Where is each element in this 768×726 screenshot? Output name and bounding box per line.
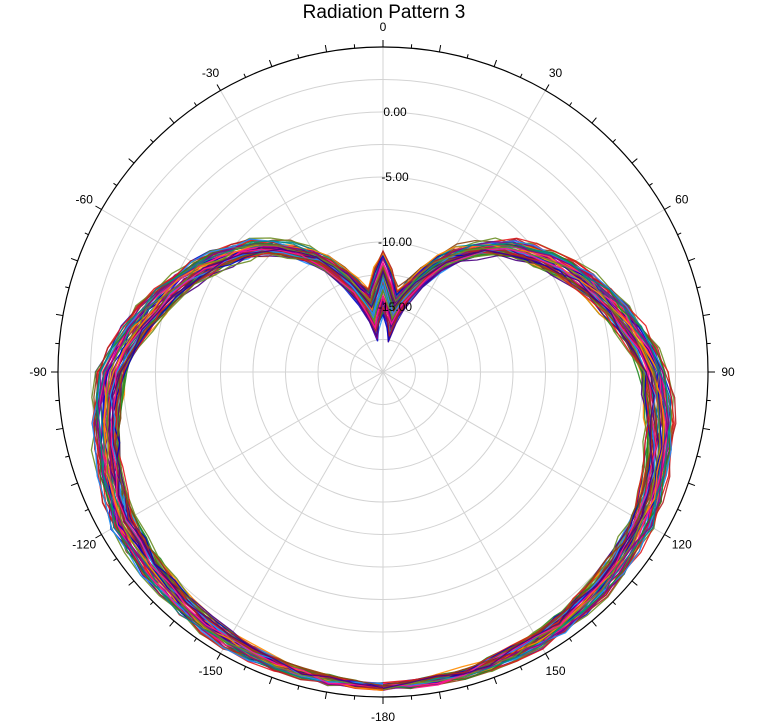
angle-tick — [696, 455, 701, 458]
angle-tick — [545, 84, 550, 91]
angle-tick — [128, 580, 135, 586]
angle-tick — [324, 44, 328, 53]
angle-tick — [128, 158, 135, 164]
angle-tick — [688, 482, 696, 487]
angle-tick — [569, 637, 573, 642]
angle-tick — [519, 73, 523, 78]
radial-tick-label: -15.00 — [378, 300, 412, 314]
angle-tick — [612, 601, 616, 605]
angle-tick — [631, 158, 638, 164]
angle-tick — [688, 257, 696, 262]
angle-tick — [65, 286, 70, 289]
angle-tick — [569, 102, 573, 107]
angle-tick — [150, 139, 154, 143]
series-line — [91, 238, 672, 691]
angle-tick-label: -150 — [198, 664, 222, 678]
angle-tick — [324, 691, 328, 700]
angle-tick — [297, 54, 300, 59]
angle-tick — [243, 73, 247, 78]
angle-tick — [70, 257, 78, 262]
angle-tick — [113, 182, 118, 186]
angle-tick — [664, 205, 671, 210]
angle-tick-label: 90 — [721, 365, 735, 379]
angle-tick — [193, 637, 197, 642]
angle-tick — [150, 601, 154, 605]
series-line — [96, 241, 670, 690]
angle-tick — [268, 677, 273, 685]
series-line — [114, 249, 653, 687]
angle-tick — [648, 558, 653, 562]
angle-tick — [268, 59, 273, 67]
angle-tick — [591, 620, 597, 627]
polar-grid — [58, 47, 708, 697]
angle-tick-label: 60 — [675, 193, 689, 207]
angle-tick — [702, 427, 711, 431]
angle-tick — [95, 205, 102, 210]
angle-tick-label: -120 — [72, 538, 96, 552]
angle-tick — [631, 580, 638, 586]
grid-spoke — [101, 371, 384, 535]
angle-tick — [466, 54, 469, 59]
grid-spoke — [382, 371, 546, 654]
radial-tick-label: 0.00 — [383, 105, 407, 119]
angle-tick — [545, 653, 550, 660]
angle-tick — [169, 620, 175, 627]
chart-title: Radiation Pattern 3 — [302, 2, 466, 23]
grid-spoke — [101, 209, 384, 373]
angle-tick — [664, 534, 671, 539]
angle-tick — [297, 685, 300, 690]
angle-tick — [55, 427, 64, 431]
angle-tick — [169, 117, 175, 124]
grid-spoke — [382, 90, 546, 373]
angle-tick — [466, 685, 469, 690]
angle-tick-label: -90 — [29, 365, 47, 379]
angle-tick — [65, 455, 70, 458]
grid-spoke — [220, 90, 384, 373]
radial-tick-label: -5.00 — [381, 170, 409, 184]
angle-tick-label: -60 — [76, 193, 94, 207]
angle-tick — [696, 286, 701, 289]
series-line — [110, 248, 658, 688]
angle-tick — [702, 313, 711, 317]
angle-tick — [677, 508, 682, 512]
angle-tick — [519, 666, 523, 671]
angle-tick — [493, 677, 498, 685]
angle-tick-label: -30 — [202, 66, 220, 80]
grid-spoke — [220, 371, 384, 654]
angle-tick-label: -180 — [371, 710, 395, 724]
angle-tick — [113, 558, 118, 562]
angle-tick — [95, 534, 102, 539]
series-line — [111, 248, 655, 690]
radial-tick-label: -10.00 — [378, 235, 412, 249]
angle-tick — [677, 232, 682, 236]
angle-tick-label: 0 — [380, 20, 387, 34]
angle-tick — [438, 44, 442, 53]
angle-tick-label: 150 — [545, 664, 565, 678]
grid-spoke — [382, 209, 665, 373]
angle-tick — [243, 666, 247, 671]
angle-tick — [70, 482, 78, 487]
angle-tick — [55, 313, 64, 317]
series-group — [90, 237, 677, 692]
tick-labels: 0 30 60 90 120 150 -180 -150 -120 -90 -60 -30 0.00 -5… — [29, 20, 735, 724]
angle-tick — [438, 691, 442, 700]
series-line — [97, 244, 668, 690]
angle-tick-label: 30 — [549, 66, 563, 80]
angle-tick — [84, 508, 89, 512]
angle-tick — [216, 84, 221, 91]
angle-tick — [493, 59, 498, 67]
angle-tick — [648, 182, 653, 186]
angle-tick — [612, 139, 616, 143]
grid-spoke — [382, 371, 665, 535]
angle-tick — [193, 102, 197, 107]
angle-tick — [84, 232, 89, 236]
angle-tick — [591, 117, 597, 124]
polar-axis — [51, 40, 715, 704]
angle-tick-label: 120 — [672, 538, 692, 552]
angle-tick — [216, 653, 221, 660]
